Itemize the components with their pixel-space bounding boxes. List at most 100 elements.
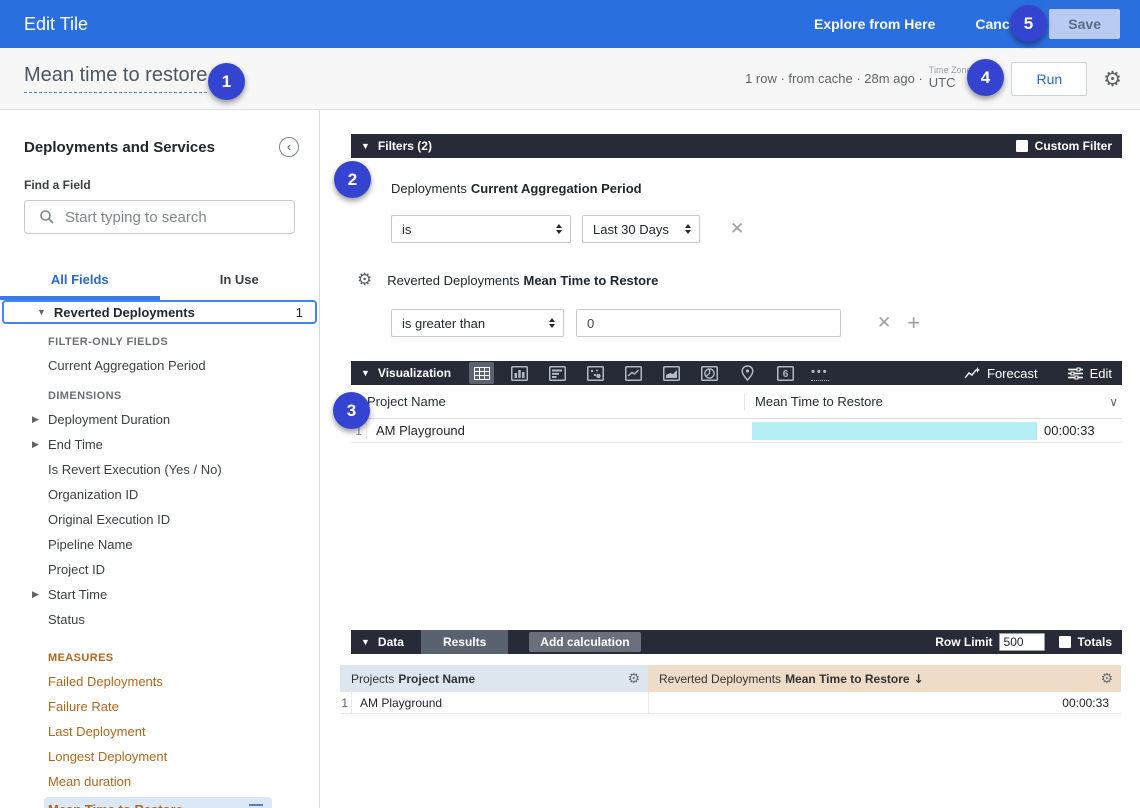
timezone-block: Time Zone UTC (929, 66, 972, 91)
row-limit-input[interactable] (998, 633, 1045, 651)
viz-type-bar-chart-icon[interactable] (545, 362, 570, 384)
data-table: Projects Project Name ⚙ Reverted Deploym… (340, 665, 1121, 714)
measure-mean-duration[interactable]: Mean duration (48, 774, 132, 789)
field-pipeline-name[interactable]: Pipeline Name (48, 537, 133, 552)
filter1-value-select[interactable]: Last 30 Days (582, 215, 700, 243)
column-gear-icon[interactable]: ⚙ (1100, 670, 1113, 687)
view-group-reverted-deployments[interactable]: ▼ Reverted Deployments 1 (2, 300, 317, 324)
viz-table: Project Name Mean Time to Restore ∨ 1 AM… (351, 385, 1122, 630)
measure-mean-time-to-restore-selected[interactable]: Mean Time to Restore (44, 797, 272, 808)
data-col2-model: Reverted Deployments (659, 671, 782, 686)
field-organization-id[interactable]: Organization ID (48, 487, 139, 502)
viz-cell-value[interactable]: 00:00:33 (744, 421, 1122, 440)
annotation-badge-1: 1 (208, 63, 245, 100)
collapse-data-icon[interactable]: ▼ (361, 637, 370, 647)
custom-filter-checkbox[interactable] (1015, 140, 1028, 152)
field-search-box[interactable] (24, 200, 295, 234)
data-panel: ▼ Data Results Add calculation Row Limit… (340, 630, 1122, 714)
field-start-time[interactable]: ▶ Start Time (0, 582, 319, 607)
viz-type-line-chart-icon[interactable] (621, 362, 646, 384)
viz-type-column-chart-icon[interactable] (507, 362, 532, 384)
field-current-aggregation-period[interactable]: Current Aggregation Period (48, 358, 206, 373)
remove-filter1-icon[interactable]: ✕ (730, 219, 745, 239)
filter2-model: Reverted Deployments (387, 272, 520, 288)
filter2-operator-select[interactable]: is greater than (391, 309, 564, 337)
field-original-execution-id[interactable]: Original Execution ID (48, 512, 171, 527)
field-end-time[interactable]: ▶ End Time (0, 432, 319, 457)
viz-cell-project[interactable]: AM Playground (376, 423, 465, 438)
query-settings-gear-icon[interactable]: ⚙ (1103, 66, 1122, 91)
chevron-right-icon[interactable]: ▶ (32, 414, 39, 424)
viz-table-header: Project Name Mean Time to Restore ∨ (351, 385, 1122, 419)
edit-viz-button[interactable]: Edit (1067, 366, 1112, 381)
viz-table-row[interactable]: 1 AM Playground 00:00:33 (351, 419, 1122, 443)
filter1-model: Deployments (391, 180, 467, 196)
collapse-sidebar-icon[interactable]: ‹ (279, 137, 299, 157)
field-tree: ▼ Reverted Deployments 1 FILTER-ONLY FIE… (0, 300, 319, 808)
filter2-settings-gear-icon[interactable]: ⚙ (357, 270, 373, 290)
svg-text:6: 6 (783, 369, 789, 380)
add-calculation-button[interactable]: Add calculation (529, 632, 641, 652)
filter1-operator-select[interactable]: is (391, 215, 571, 243)
run-button[interactable]: Run (1011, 61, 1088, 96)
annotation-badge-5: 5 (1010, 5, 1047, 42)
chevron-right-icon[interactable]: ▶ (32, 589, 39, 599)
tab-all-fields[interactable]: All Fields (0, 266, 160, 300)
column-gear-icon[interactable]: ⚙ (627, 670, 640, 687)
viz-type-single-value-icon[interactable]: 6 (773, 362, 798, 384)
filter1-controls: is Last 30 Days ✕ (391, 215, 1122, 243)
collapse-visualization-icon[interactable]: ▼ (361, 368, 370, 378)
measure-last-deployment[interactable]: Last Deployment (48, 724, 146, 739)
field-project-id[interactable]: Project ID (48, 562, 106, 577)
filter2-operator-value: is greater than (402, 315, 486, 331)
data-cell-value[interactable]: 00:00:33 (648, 692, 1121, 713)
tab-in-use[interactable]: In Use (219, 272, 259, 287)
sort-desc-icon[interactable]: ↓ (913, 671, 924, 686)
viz-col-mean-time-to-restore[interactable]: Mean Time to Restore ∨ (744, 392, 1122, 411)
viz-empty-area (351, 443, 1122, 630)
data-col-mean-time-to-restore[interactable]: Reverted Deployments Mean Time to Restor… (648, 665, 1121, 692)
data-bar: ▼ Data Results Add calculation Row Limit… (351, 630, 1122, 654)
forecast-button[interactable]: Forecast (964, 366, 1038, 381)
column-menu-chevron-icon[interactable]: ∨ (1109, 394, 1118, 409)
annotation-badge-2: 2 (334, 161, 371, 198)
field-is-revert-execution[interactable]: Is Revert Execution (Yes / No) (48, 462, 222, 477)
save-button[interactable]: Save (1049, 9, 1120, 39)
field-deployment-duration[interactable]: ▶ Deployment Duration (0, 407, 319, 432)
viz-type-pie-chart-icon[interactable] (697, 362, 722, 384)
totals-checkbox[interactable] (1058, 636, 1071, 648)
data-table-row[interactable]: 1 AM Playground 00:00:33 (340, 692, 1121, 714)
remove-filter2-icon[interactable]: ✕ (877, 313, 892, 333)
field-status[interactable]: Status (48, 612, 85, 627)
collapse-filters-icon[interactable]: ▼ (361, 141, 370, 151)
viz-type-table-icon[interactable] (469, 362, 495, 384)
measure-longest-deployment[interactable]: Longest Deployment (48, 749, 168, 764)
chevron-right-icon[interactable]: ▶ (32, 439, 39, 449)
viz-type-area-chart-icon[interactable] (659, 362, 684, 384)
viz-col2-label: Mean Time to Restore (755, 394, 883, 409)
viz-type-map-icon[interactable] (735, 362, 760, 384)
data-cell-project[interactable]: AM Playground (351, 692, 648, 713)
viz-type-more-icon[interactable]: ••• (811, 366, 829, 381)
results-tab[interactable]: Results (420, 630, 509, 654)
filter2-value-input[interactable] (576, 309, 841, 337)
edit-sliders-icon (1067, 367, 1083, 379)
view-group-count: 1 (295, 304, 303, 320)
search-icon (40, 210, 54, 224)
add-filter-icon[interactable]: + (907, 310, 921, 335)
data-col-project-name[interactable]: Projects Project Name ⚙ (340, 665, 648, 692)
select-arrows-icon (685, 224, 691, 234)
field-search-input[interactable] (63, 207, 284, 227)
tile-title[interactable]: Mean time to restore (24, 64, 208, 93)
forecast-icon (964, 366, 981, 378)
viz-type-scatter-icon[interactable] (583, 362, 608, 384)
filters-bar: ▼ Filters (2) Custom Filter (351, 134, 1122, 158)
measure-failure-rate[interactable]: Failure Rate (48, 699, 119, 714)
explore-name-heading: Deployments and Services (24, 138, 215, 156)
data-row-number: 1 (341, 695, 348, 710)
explore-from-here-link[interactable]: Explore from Here (814, 16, 936, 32)
filter-icon[interactable] (248, 803, 264, 808)
measure-failed-deployments[interactable]: Failed Deployments (48, 674, 163, 689)
cancel-link[interactable]: Cancel (975, 16, 1022, 32)
viz-col-project-name[interactable]: Project Name (367, 394, 446, 409)
